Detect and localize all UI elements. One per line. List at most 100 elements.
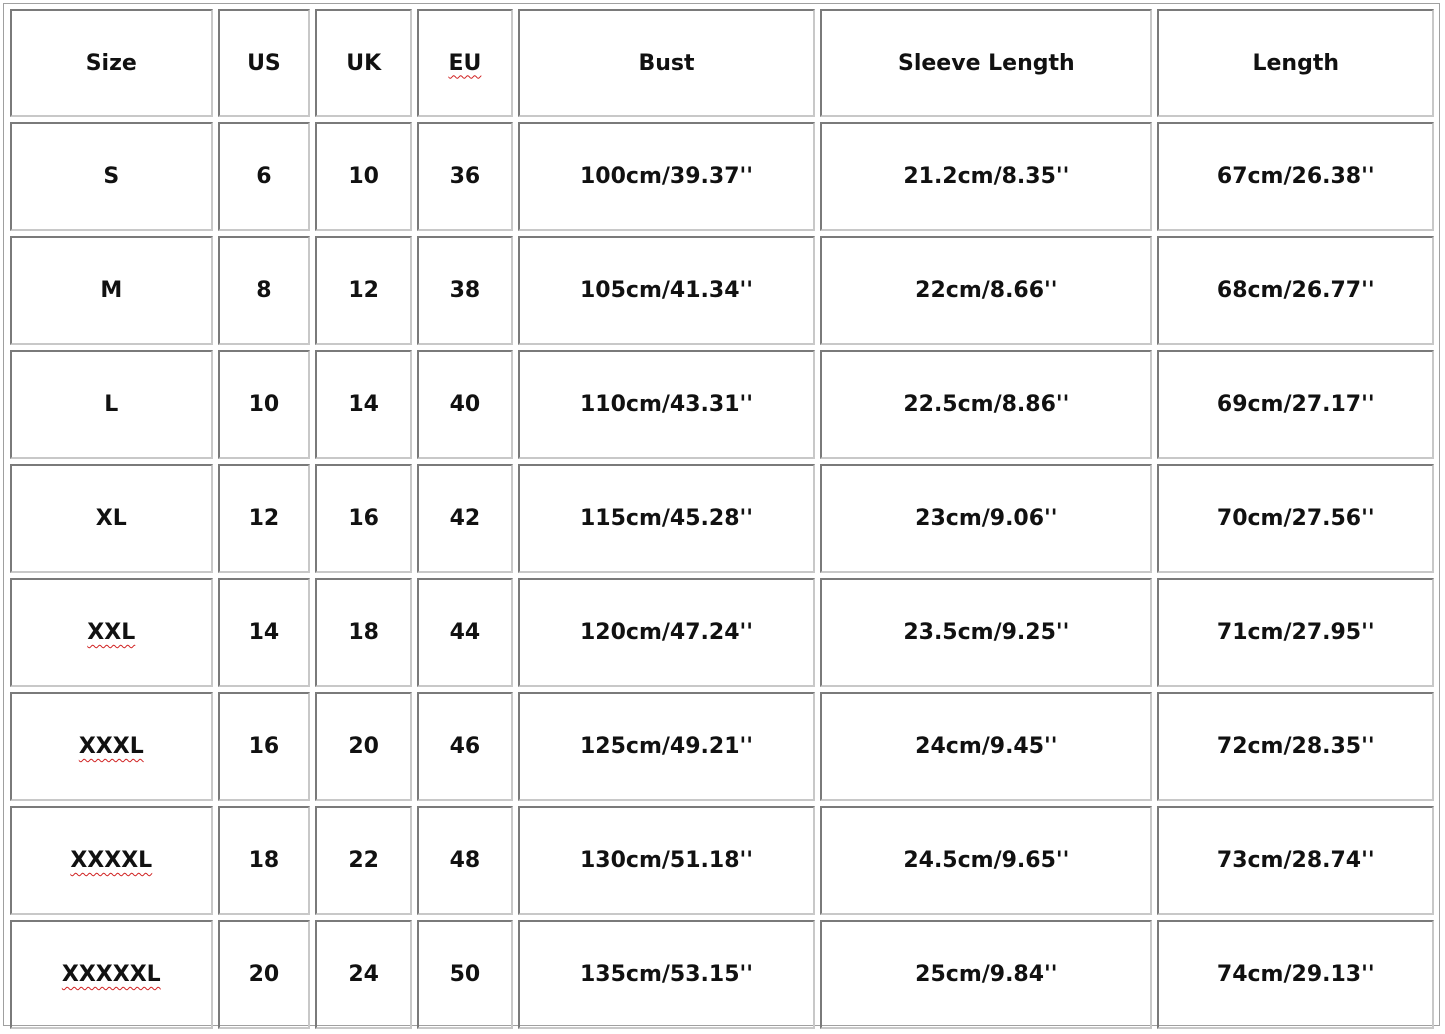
table-cell: 40 [417, 350, 513, 459]
cell-text: EU [448, 50, 482, 76]
cell-text: 20 [248, 962, 280, 987]
cell-text: 120cm/47.24'' [580, 620, 753, 645]
table-cell: 100cm/39.37'' [517, 122, 816, 231]
cell-text: 21.2cm/8.35'' [903, 164, 1070, 189]
table-cell: XXL [10, 578, 213, 687]
table-cell: 68cm/26.77'' [1157, 236, 1434, 345]
table-cell: 24cm/9.45'' [820, 692, 1153, 801]
table-cell: 73cm/28.74'' [1157, 806, 1434, 915]
cell-text: US [247, 50, 281, 76]
table-cell: 48 [417, 806, 513, 915]
cell-text: 22cm/8.66'' [915, 278, 1058, 303]
table-cell: 21.2cm/8.35'' [820, 122, 1153, 231]
cell-text: Length [1252, 50, 1339, 76]
table-cell: 25cm/9.84'' [820, 920, 1153, 1029]
cell-text: 16 [248, 734, 280, 759]
table-cell: S [10, 122, 213, 231]
cell-text: Bust [638, 50, 695, 76]
cell-text: 18 [348, 620, 379, 645]
table-cell: 23cm/9.06'' [820, 464, 1153, 573]
table-cell: 10 [315, 122, 413, 231]
cell-text: 42 [449, 506, 481, 531]
cell-text: 23cm/9.06'' [915, 506, 1058, 531]
cell-text: 130cm/51.18'' [580, 848, 753, 873]
table-row: M 8 12 38 105cm/41.34'' 22cm/8.66'' 68cm/26.77… [10, 236, 1434, 345]
table-cell: 115cm/45.28'' [517, 464, 816, 573]
size-chart: Size US UK EU Bust Sleeve Length Length S 6 10 36 1… [3, 3, 1440, 1029]
table-cell: 130cm/51.18'' [517, 806, 816, 915]
cell-text: 24.5cm/9.65'' [903, 848, 1070, 873]
table-cell: 20 [217, 920, 311, 1029]
table-cell: 72cm/28.35'' [1157, 692, 1434, 801]
table-cell: 10 [217, 350, 311, 459]
cell-text: XXXXL [70, 848, 153, 873]
table-cell: XXXXL [10, 806, 213, 915]
cell-text: 110cm/43.31'' [580, 392, 753, 417]
cell-text: 24 [348, 962, 379, 987]
cell-text: 73cm/28.74'' [1216, 848, 1375, 873]
table-cell: 16 [217, 692, 311, 801]
table-cell: XL [10, 464, 213, 573]
cell-text: 20 [348, 734, 379, 759]
table-row: XXXXXL 20 24 50 135cm/53.15'' 25cm/9.84'' 74cm… [10, 920, 1434, 1029]
header-cell: Bust [517, 9, 816, 117]
table-cell: 67cm/26.38'' [1157, 122, 1434, 231]
cell-text: 38 [449, 278, 481, 303]
table-cell: L [10, 350, 213, 459]
cell-text: 6 [256, 164, 272, 189]
cell-text: 69cm/27.17'' [1216, 392, 1375, 417]
header-cell: US [217, 9, 311, 117]
table-cell: 105cm/41.34'' [517, 236, 816, 345]
table-row: XXL 14 18 44 120cm/47.24'' 23.5cm/9.25'' 71cm/… [10, 578, 1434, 687]
cell-text: 50 [449, 962, 481, 987]
cell-text: 40 [449, 392, 481, 417]
cell-text: 48 [449, 848, 481, 873]
table-cell: 69cm/27.17'' [1157, 350, 1434, 459]
header-row: Size US UK EU Bust Sleeve Length Length [10, 9, 1434, 117]
cell-text: 18 [248, 848, 280, 873]
header-cell: EU [417, 9, 513, 117]
table-cell: 6 [217, 122, 311, 231]
table-cell: 14 [217, 578, 311, 687]
cell-text: XXXL [78, 734, 144, 759]
table-cell: XXXXXL [10, 920, 213, 1029]
cell-text: 14 [348, 392, 379, 417]
cell-text: XXXXXL [61, 962, 161, 987]
cell-text: 10 [248, 392, 280, 417]
header-cell: UK [315, 9, 413, 117]
cell-text: Size [85, 50, 137, 76]
cell-text: 8 [256, 278, 272, 303]
cell-text: 115cm/45.28'' [580, 506, 753, 531]
cell-text: 67cm/26.38'' [1216, 164, 1375, 189]
cell-text: XL [95, 506, 127, 531]
table-cell: 24 [315, 920, 413, 1029]
cell-text: 16 [348, 506, 379, 531]
table-cell: 12 [217, 464, 311, 573]
table-cell: 110cm/43.31'' [517, 350, 816, 459]
table-cell: 22.5cm/8.86'' [820, 350, 1153, 459]
table-cell: 50 [417, 920, 513, 1029]
table-cell: 71cm/27.95'' [1157, 578, 1434, 687]
size-table: Size US UK EU Bust Sleeve Length Length S 6 10 36 1… [5, 4, 1439, 1034]
table-cell: 18 [217, 806, 311, 915]
cell-text: 74cm/29.13'' [1216, 962, 1375, 987]
cell-text: 46 [449, 734, 481, 759]
table-cell: 8 [217, 236, 311, 345]
cell-text: S [103, 164, 120, 189]
cell-text: 72cm/28.35'' [1216, 734, 1375, 759]
table-cell: 120cm/47.24'' [517, 578, 816, 687]
table-cell: 16 [315, 464, 413, 573]
cell-text: UK [346, 50, 382, 76]
table-cell: M [10, 236, 213, 345]
table-row: XXXL 16 20 46 125cm/49.21'' 24cm/9.45'' 72cm/2… [10, 692, 1434, 801]
table-cell: 14 [315, 350, 413, 459]
table-cell: 36 [417, 122, 513, 231]
header-cell: Length [1157, 9, 1434, 117]
table-cell: 42 [417, 464, 513, 573]
table-cell: 23.5cm/9.25'' [820, 578, 1153, 687]
table-cell: 12 [315, 236, 413, 345]
table-cell: 46 [417, 692, 513, 801]
cell-text: 22.5cm/8.86'' [903, 392, 1070, 417]
table-row: L 10 14 40 110cm/43.31'' 22.5cm/8.86'' 69cm/27… [10, 350, 1434, 459]
cell-text: 100cm/39.37'' [580, 164, 753, 189]
